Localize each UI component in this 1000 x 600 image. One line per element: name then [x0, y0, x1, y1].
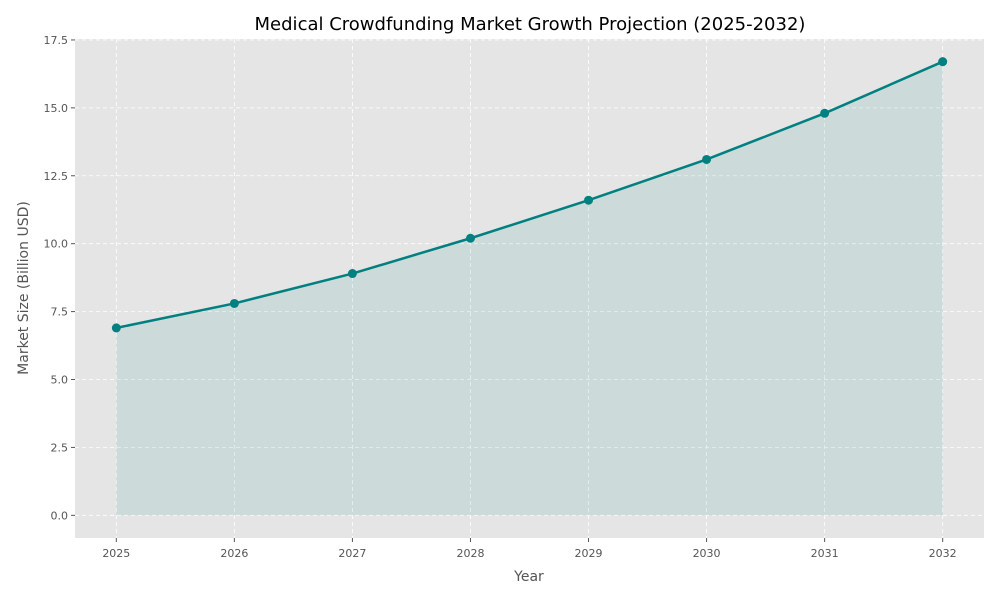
data-point [347, 269, 357, 279]
x-tick-label: 2032 [929, 547, 957, 560]
area-fill [116, 61, 943, 516]
y-tick-label: 5.0 [51, 373, 69, 386]
y-tick-label: 7.5 [51, 306, 69, 319]
data-point [584, 195, 594, 205]
x-tick-label: 2026 [220, 547, 248, 560]
y-tick-label: 17.5 [44, 34, 69, 47]
x-tick-label: 2029 [575, 547, 603, 560]
data-points [111, 57, 948, 333]
x-axis-label: Year [513, 569, 544, 585]
data-point [938, 57, 948, 67]
series-line [116, 60, 944, 330]
x-ticks: 2025 2026 2027 2028 2029 2030 2031 2032 [102, 538, 957, 560]
y-tick-label: 15.0 [44, 102, 69, 115]
x-tick-label: 2027 [338, 547, 366, 560]
data-point [229, 298, 239, 308]
data-point [702, 154, 712, 164]
y-tick-label: 12.5 [44, 170, 69, 183]
y-tick-label: 2.5 [51, 441, 69, 454]
y-ticks: 0.0 2.5 5.0 7.5 10.0 12.5 15.0 17.5 [44, 34, 75, 522]
data-point [111, 323, 121, 333]
y-tick-label: 10.0 [44, 238, 69, 251]
plot-area [75, 39, 984, 538]
x-tick-label: 2025 [102, 547, 130, 560]
x-tick-label: 2030 [693, 547, 721, 560]
x-tick-label: 2028 [456, 547, 484, 560]
y-axis-label: Market Size (Billion USD) [16, 201, 32, 375]
chart-title: Medical Crowdfunding Market Growth Proje… [255, 14, 806, 35]
data-point [820, 108, 830, 118]
data-point [465, 233, 475, 243]
grid [75, 39, 984, 538]
y-tick-label: 0.0 [51, 509, 69, 522]
x-tick-label: 2031 [811, 547, 839, 560]
